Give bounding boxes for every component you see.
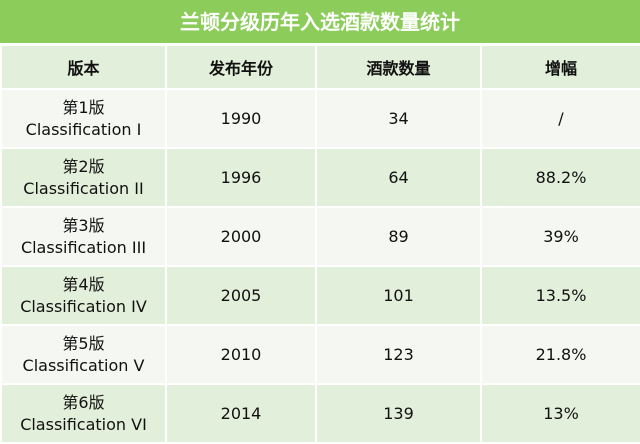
classification-name: Classification III <box>20 237 147 257</box>
count-cell: 101 <box>315 265 482 326</box>
table-row: 第2版 Classification II 1996 64 88.2% <box>0 147 640 208</box>
count-cell: 34 <box>315 88 482 149</box>
table-body: 第1版 Classification I 1990 34/第2版 Classificat… <box>0 88 640 444</box>
year-cell: 2010 <box>165 324 317 385</box>
table-row: 第1版 Classification I 1990 34/ <box>0 88 640 149</box>
year-cell: 2014 <box>165 383 317 444</box>
count-cell: 139 <box>315 383 482 444</box>
version-cell: 第5版 Classification V <box>0 324 167 385</box>
growth-cell: 13.5% <box>480 265 640 326</box>
classification-name: Classification V <box>22 355 145 375</box>
version-cell: 第1版 Classification I <box>0 88 167 149</box>
table-title: 兰顿分级历年入选酒款数量统计 <box>0 0 640 44</box>
classification-name: Classification VI <box>20 414 147 434</box>
version-label: 第2版 <box>62 156 105 176</box>
growth-cell: / <box>480 88 640 149</box>
version-label: 第4版 <box>62 274 105 294</box>
classification-name: Classification IV <box>20 296 147 316</box>
header-cell: 发布年份 <box>165 44 317 90</box>
growth-cell: 13% <box>480 383 640 444</box>
growth-cell: 39% <box>480 206 640 267</box>
version-label: 第6版 <box>62 392 105 412</box>
count-cell: 123 <box>315 324 482 385</box>
table-row: 第4版 Classification IV 2005 101 13.5% <box>0 265 640 326</box>
classification-name: Classification II <box>23 178 144 198</box>
version-cell: 第4版 Classification IV <box>0 265 167 326</box>
count-cell: 64 <box>315 147 482 208</box>
year-cell: 1990 <box>165 88 317 149</box>
table-row: 第3版 Classification III 2000 89 39% <box>0 206 640 267</box>
data-table: 版本 发布年份 酒款数量 增幅 第1版 Classification I 1990 34/第… <box>0 44 640 444</box>
year-cell: 2005 <box>165 265 317 326</box>
growth-cell: 88.2% <box>480 147 640 208</box>
classification-name: Classification I <box>25 119 142 139</box>
growth-cell: 21.8% <box>480 324 640 385</box>
header-cell: 版本 <box>0 44 167 90</box>
year-cell: 1996 <box>165 147 317 208</box>
header-row: 版本 发布年份 酒款数量 增幅 <box>0 44 640 90</box>
header-cell: 增幅 <box>480 44 640 90</box>
version-cell: 第3版 Classification III <box>0 206 167 267</box>
version-label: 第1版 <box>62 97 105 117</box>
version-cell: 第6版 Classification VI <box>0 383 167 444</box>
table-row: 第6版 Classification VI 2014 139 13% <box>0 383 640 444</box>
header-cell: 酒款数量 <box>315 44 482 90</box>
table-row: 第5版 Classification V 2010 123 21.8% <box>0 324 640 385</box>
count-cell: 89 <box>315 206 482 267</box>
version-label: 第5版 <box>62 333 105 353</box>
year-cell: 2000 <box>165 206 317 267</box>
version-cell: 第2版 Classification II <box>0 147 167 208</box>
version-label: 第3版 <box>62 215 105 235</box>
